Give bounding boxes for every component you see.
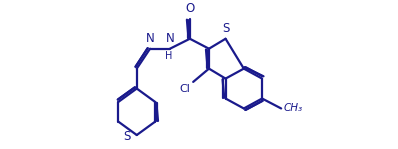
Text: S: S xyxy=(222,22,229,35)
Text: S: S xyxy=(123,130,131,143)
Text: H: H xyxy=(166,51,173,61)
Text: CH₃: CH₃ xyxy=(284,103,303,114)
Text: N: N xyxy=(166,32,174,45)
Text: Cl: Cl xyxy=(180,84,191,94)
Text: N: N xyxy=(146,32,154,45)
Text: O: O xyxy=(185,2,195,15)
